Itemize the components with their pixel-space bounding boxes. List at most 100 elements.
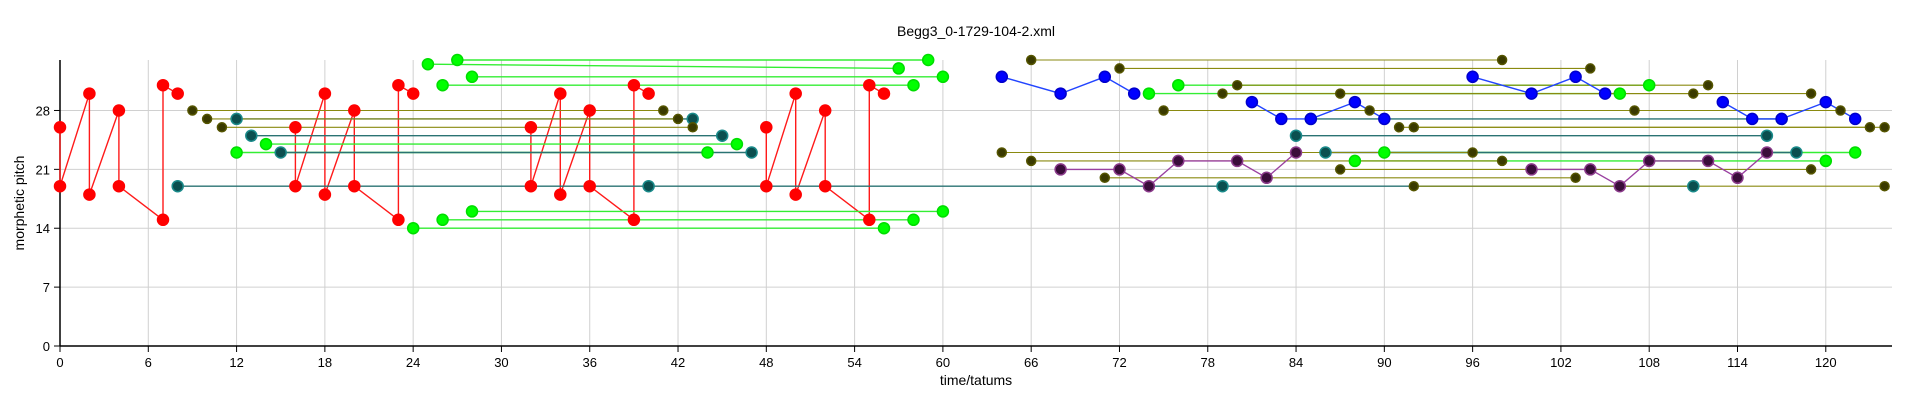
x-tick-label: 90 xyxy=(1377,355,1391,370)
data-point-blue xyxy=(1819,95,1833,109)
data-point-green xyxy=(465,70,479,84)
data-point-olive xyxy=(1334,88,1346,99)
data-point-green xyxy=(892,62,905,75)
y-tick-label: 28 xyxy=(36,103,50,118)
x-tick-label: 72 xyxy=(1112,355,1126,370)
data-point-red xyxy=(583,179,596,193)
data-point-olive xyxy=(1393,122,1405,133)
data-point-green xyxy=(1613,87,1627,100)
data-point-olive xyxy=(996,147,1008,158)
data-point-red xyxy=(318,87,332,100)
data-point-olive xyxy=(1879,180,1890,192)
data-point-olive xyxy=(1805,164,1817,175)
data-point-green xyxy=(230,146,243,159)
data-point-teal xyxy=(642,179,655,193)
y-tick-label: 7 xyxy=(43,280,50,295)
data-point-olive xyxy=(201,113,213,125)
data-point-olive xyxy=(216,122,228,133)
data-point-green xyxy=(907,213,920,227)
data-point-olive xyxy=(1217,88,1228,99)
data-point-red xyxy=(863,213,876,227)
data-point-green xyxy=(1819,154,1833,168)
data-point-red xyxy=(789,188,802,201)
data-point-purple xyxy=(1760,146,1774,159)
data-point-blue xyxy=(1569,70,1582,84)
data-point-green xyxy=(1348,154,1362,168)
data-point-purple xyxy=(1172,154,1185,168)
data-point-green xyxy=(436,78,449,92)
x-tick-label: 18 xyxy=(318,355,332,370)
data-point-purple xyxy=(1525,163,1538,176)
data-point-olive xyxy=(1496,155,1508,167)
data-point-red xyxy=(760,179,773,193)
data-point-red xyxy=(818,179,832,193)
data-point-blue xyxy=(1275,112,1288,126)
x-tick-label: 42 xyxy=(671,355,685,370)
data-point-purple xyxy=(1642,154,1656,168)
data-point-green xyxy=(406,221,420,235)
data-point-red xyxy=(156,213,170,227)
data-point-red xyxy=(392,213,405,227)
data-point-olive xyxy=(1231,79,1243,91)
y-tick-label: 0 xyxy=(43,339,50,354)
data-point-red xyxy=(83,87,96,100)
data-point-green xyxy=(421,57,435,71)
data-point-green xyxy=(465,205,479,218)
data-point-blue xyxy=(1127,87,1141,100)
data-point-green xyxy=(730,137,744,151)
data-point-blue xyxy=(1745,112,1759,126)
x-tick-label: 96 xyxy=(1465,355,1479,370)
data-point-purple xyxy=(1054,163,1067,176)
data-point-olive xyxy=(1114,63,1125,74)
data-point-olive xyxy=(1570,172,1581,184)
data-point-red xyxy=(583,104,596,117)
data-point-olive xyxy=(687,122,698,133)
data-point-olive xyxy=(1805,88,1817,99)
x-axis-label: time/tatums xyxy=(940,372,1012,388)
data-point-green xyxy=(436,213,449,227)
data-point-olive xyxy=(1025,155,1037,167)
data-point-red xyxy=(289,179,302,193)
data-point-red xyxy=(406,87,420,100)
x-tick-label: 6 xyxy=(145,355,152,370)
data-point-green xyxy=(701,146,714,159)
y-tick-label: 21 xyxy=(36,162,50,177)
data-point-red xyxy=(348,179,361,193)
data-point-blue xyxy=(1775,112,1788,126)
data-point-green xyxy=(921,53,935,67)
data-point-red xyxy=(877,87,891,100)
data-point-green xyxy=(451,53,464,67)
data-point-red xyxy=(112,104,126,117)
series-line-blue-41 xyxy=(1001,76,1135,95)
data-point-purple xyxy=(1260,171,1273,185)
x-tick-label: 78 xyxy=(1201,355,1215,370)
data-point-red xyxy=(348,104,361,117)
data-point-olive xyxy=(1629,105,1640,116)
data-point-green xyxy=(259,137,273,151)
data-point-red xyxy=(524,179,538,193)
data-point-olive xyxy=(1688,88,1699,99)
x-tick-label: 102 xyxy=(1550,355,1572,370)
data-point-teal xyxy=(171,179,184,193)
x-tick-label: 66 xyxy=(1024,355,1038,370)
data-point-blue xyxy=(1304,112,1318,126)
x-tick-label: 36 xyxy=(583,355,597,370)
data-point-green xyxy=(877,221,891,235)
series-line-green-4 xyxy=(427,63,899,70)
data-point-purple xyxy=(1584,163,1597,176)
data-point-purple xyxy=(1613,179,1627,193)
data-point-teal xyxy=(1319,146,1332,159)
data-point-red xyxy=(760,121,773,134)
data-point-purple xyxy=(1289,146,1303,159)
data-point-olive xyxy=(1496,54,1508,66)
chart-title: Begg3_0-1729-104-2.xml xyxy=(897,23,1055,39)
data-point-blue xyxy=(1466,70,1479,84)
y-axis-label: morphetic pitch xyxy=(11,156,27,251)
data-point-blue xyxy=(1598,87,1612,100)
data-point-red xyxy=(392,78,405,92)
data-point-olive xyxy=(1408,180,1420,192)
data-point-blue xyxy=(1378,112,1391,126)
axes: 0 6 12 18 24 30 36 42 48 54 60 66 72 78 84 90 96 102 108 11… xyxy=(36,60,1892,370)
